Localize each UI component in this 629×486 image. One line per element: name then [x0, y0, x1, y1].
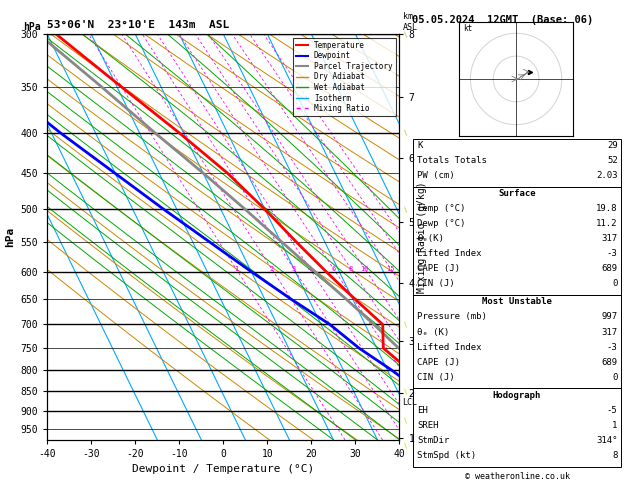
- Text: 314°: 314°: [596, 436, 618, 445]
- Text: 05.05.2024  12GMT  (Base: 06): 05.05.2024 12GMT (Base: 06): [412, 15, 593, 25]
- Text: StmDir: StmDir: [417, 436, 449, 445]
- Text: Temp (°C): Temp (°C): [417, 204, 465, 213]
- Text: 19.8: 19.8: [596, 204, 618, 213]
- Text: StmSpd (kt): StmSpd (kt): [417, 451, 476, 460]
- Text: 11.2: 11.2: [596, 219, 618, 228]
- Text: CIN (J): CIN (J): [417, 279, 455, 289]
- Text: Hodograph: Hodograph: [493, 391, 541, 400]
- Text: Pressure (mb): Pressure (mb): [417, 312, 487, 322]
- Text: CAPE (J): CAPE (J): [417, 358, 460, 367]
- Text: 8: 8: [612, 451, 618, 460]
- Text: PW (cm): PW (cm): [417, 171, 455, 180]
- Text: θₑ(K): θₑ(K): [417, 234, 444, 243]
- Text: 1: 1: [234, 266, 238, 272]
- Text: 8: 8: [349, 266, 353, 272]
- Text: θₑ (K): θₑ (K): [417, 328, 449, 337]
- Text: 2.03: 2.03: [596, 171, 618, 180]
- Text: 10: 10: [360, 266, 369, 272]
- Text: /: /: [403, 321, 410, 328]
- Text: 317: 317: [601, 234, 618, 243]
- Text: K: K: [417, 141, 423, 150]
- Text: -3: -3: [607, 343, 618, 352]
- Legend: Temperature, Dewpoint, Parcel Trajectory, Dry Adiabat, Wet Adiabat, Isotherm, Mi: Temperature, Dewpoint, Parcel Trajectory…: [293, 38, 396, 116]
- Text: /: /: [403, 31, 410, 37]
- Text: Lifted Index: Lifted Index: [417, 249, 482, 259]
- Text: hPa: hPa: [23, 21, 41, 32]
- Text: Most Unstable: Most Unstable: [482, 297, 552, 307]
- Text: km
ASL: km ASL: [403, 12, 418, 32]
- Text: LCL: LCL: [403, 398, 418, 407]
- Text: 2: 2: [269, 266, 274, 272]
- Text: 15: 15: [386, 266, 395, 272]
- Text: 689: 689: [601, 264, 618, 274]
- X-axis label: Dewpoint / Temperature (°C): Dewpoint / Temperature (°C): [132, 465, 314, 474]
- Text: 29: 29: [607, 141, 618, 150]
- Text: 52: 52: [607, 156, 618, 165]
- Text: 3: 3: [291, 266, 296, 272]
- Text: Dewp (°C): Dewp (°C): [417, 219, 465, 228]
- Text: Surface: Surface: [498, 189, 536, 198]
- Text: 6: 6: [331, 266, 336, 272]
- Text: -5: -5: [607, 406, 618, 415]
- Text: CIN (J): CIN (J): [417, 373, 455, 382]
- Text: Totals Totals: Totals Totals: [417, 156, 487, 165]
- Text: /: /: [403, 129, 410, 136]
- Y-axis label: Mixing Ratio (g/kg): Mixing Ratio (g/kg): [417, 181, 427, 293]
- Text: EH: EH: [417, 406, 428, 415]
- Y-axis label: hPa: hPa: [5, 227, 15, 247]
- Text: Lifted Index: Lifted Index: [417, 343, 482, 352]
- Text: CAPE (J): CAPE (J): [417, 264, 460, 274]
- Text: 0: 0: [612, 279, 618, 289]
- Text: /: /: [403, 417, 410, 424]
- Text: 317: 317: [601, 328, 618, 337]
- Text: /: /: [403, 206, 410, 213]
- Text: 4: 4: [308, 266, 312, 272]
- Text: 1: 1: [612, 421, 618, 430]
- Text: SREH: SREH: [417, 421, 438, 430]
- Text: 53°06'N  23°10'E  143m  ASL: 53°06'N 23°10'E 143m ASL: [47, 20, 230, 31]
- Text: 0: 0: [612, 373, 618, 382]
- Text: kt: kt: [464, 24, 473, 33]
- Text: 997: 997: [601, 312, 618, 322]
- Text: -3: -3: [607, 249, 618, 259]
- Text: /: /: [403, 442, 410, 450]
- Text: 689: 689: [601, 358, 618, 367]
- Text: /: /: [403, 387, 410, 395]
- Text: © weatheronline.co.uk: © weatheronline.co.uk: [465, 472, 569, 481]
